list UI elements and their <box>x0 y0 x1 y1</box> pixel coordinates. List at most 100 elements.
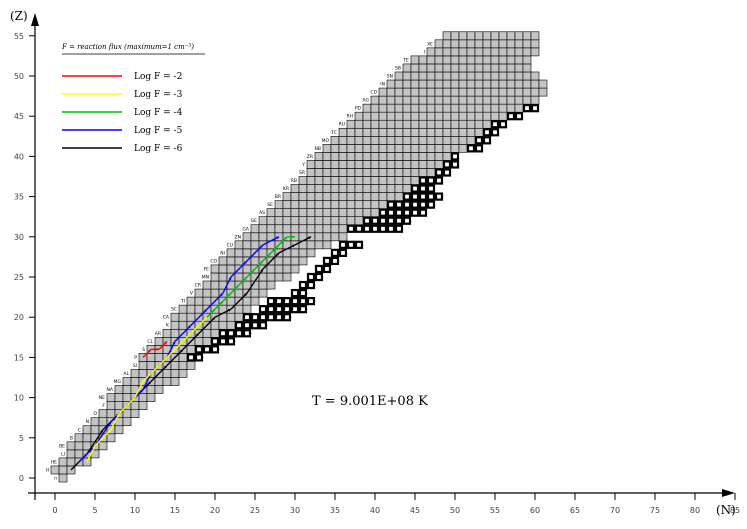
flux-arrowhead <box>212 317 215 321</box>
flux-segment <box>142 373 152 390</box>
nuclide-cell <box>466 39 476 49</box>
nuclide-cell <box>98 409 108 419</box>
nuclide-cell <box>370 95 380 105</box>
flux-segment <box>86 445 96 463</box>
flux-segment <box>206 292 224 310</box>
nuclide-cell <box>466 136 476 145</box>
nuclide-cell <box>122 409 132 419</box>
nuclide-cell <box>498 47 508 57</box>
nuclide-cell <box>450 119 460 129</box>
nuclide-cell <box>426 87 436 97</box>
nuclide-cell <box>178 320 188 330</box>
element-label: AG <box>363 98 370 104</box>
x-tick-label: 85 <box>730 506 740 515</box>
nuclide-cell <box>330 144 340 153</box>
nuclide-cell <box>282 224 292 234</box>
nuclide-cell <box>162 328 172 338</box>
nuclide-cell <box>298 216 308 226</box>
nuclide-cell <box>506 103 516 113</box>
y-tick-label: 55 <box>14 32 24 41</box>
nuclide-cell <box>242 232 252 242</box>
nuclide-cell <box>354 127 364 137</box>
nuclide-cell <box>114 425 124 435</box>
nuclide-cell <box>282 200 292 209</box>
nuclide-cell <box>322 240 332 250</box>
nuclide-cell <box>370 119 380 129</box>
nuclide-cell <box>434 87 444 97</box>
element-label: CR <box>195 283 201 289</box>
element-label: V <box>190 291 194 297</box>
nuclide-cell-outlined <box>418 184 428 193</box>
nuclide-cell <box>338 168 348 177</box>
nuclide-cell-outlined <box>314 264 324 274</box>
nuclide-cell <box>402 136 412 145</box>
nuclide-cell <box>418 95 428 105</box>
nuclide-cell <box>138 401 148 410</box>
y-tick-label: 30 <box>14 233 24 242</box>
nuclide-cell-outlined <box>290 297 300 306</box>
nuclide-cell <box>426 79 436 89</box>
nuclide-cell <box>226 312 236 322</box>
flux-arrowhead <box>92 445 96 449</box>
nuclide-cell <box>442 87 452 97</box>
nuclide-cell <box>466 87 476 97</box>
nuclide-cell <box>450 127 460 137</box>
nuclide-cell <box>378 111 388 121</box>
nuclide-cell <box>410 144 420 153</box>
nuclide-cell <box>490 111 500 121</box>
nuclide-cell <box>122 377 132 386</box>
nuclide-cell <box>322 224 332 234</box>
nuclide-cell <box>450 31 460 41</box>
nuclide-cell <box>346 136 356 145</box>
nuclide-cell <box>474 103 484 113</box>
element-label: S <box>142 347 145 353</box>
nuclide-cell <box>378 184 388 193</box>
nuclide-cell <box>170 320 180 330</box>
nuclide-cell <box>482 119 492 129</box>
nuclide-cell <box>458 47 468 57</box>
nuclide-cell-outlined <box>266 305 276 314</box>
nuclide-cell <box>234 272 244 282</box>
nuclide-cell <box>482 47 492 57</box>
nuclide-cell <box>410 136 420 145</box>
nuclide-cell <box>298 208 308 218</box>
nuclide-cell <box>362 152 372 161</box>
nuclide-cell <box>122 385 132 394</box>
nuclide-cell <box>170 369 180 378</box>
nuclide-cell-outlined <box>186 353 196 362</box>
flux-arrowhead <box>156 365 159 369</box>
nuclide-cell <box>306 176 316 185</box>
nuclide-cell <box>458 127 468 137</box>
nuclide-cell <box>506 39 516 49</box>
nuclide-cell <box>330 136 340 145</box>
nuclide-cell-outlined <box>282 297 292 306</box>
nuclide-cell <box>418 127 428 137</box>
nuclide-cell <box>306 240 316 250</box>
flux-segment <box>230 260 248 278</box>
nuclide-cell <box>394 168 404 177</box>
nuclide-cell <box>266 224 276 234</box>
nuclide-cell <box>450 39 460 49</box>
element-label: O <box>93 411 97 417</box>
nuclide-cell <box>354 152 364 161</box>
nuclide-cell <box>346 127 356 137</box>
nuclide-cell <box>330 152 340 161</box>
nuclide-cell <box>202 336 212 346</box>
nuclide-cell <box>450 103 460 113</box>
flux-arrowhead <box>276 236 279 240</box>
nuclide-cell <box>466 31 476 41</box>
x-tick-label: 65 <box>570 506 580 515</box>
nuclide-cell <box>514 71 524 81</box>
y-tick-label: 20 <box>14 313 24 322</box>
flux-segment <box>246 244 264 262</box>
nuclide-cell <box>442 63 452 73</box>
nuclide-cell <box>434 103 444 113</box>
nuclide-cell <box>154 385 164 394</box>
nuclide-cell <box>298 184 308 193</box>
nuclide-cell <box>434 63 444 73</box>
nuclide-cell <box>458 95 468 105</box>
nuclide-cell-outlined <box>346 240 356 249</box>
nuclide-cell <box>274 216 284 226</box>
flux-segment <box>230 292 248 310</box>
nuclide-cell <box>250 224 260 234</box>
